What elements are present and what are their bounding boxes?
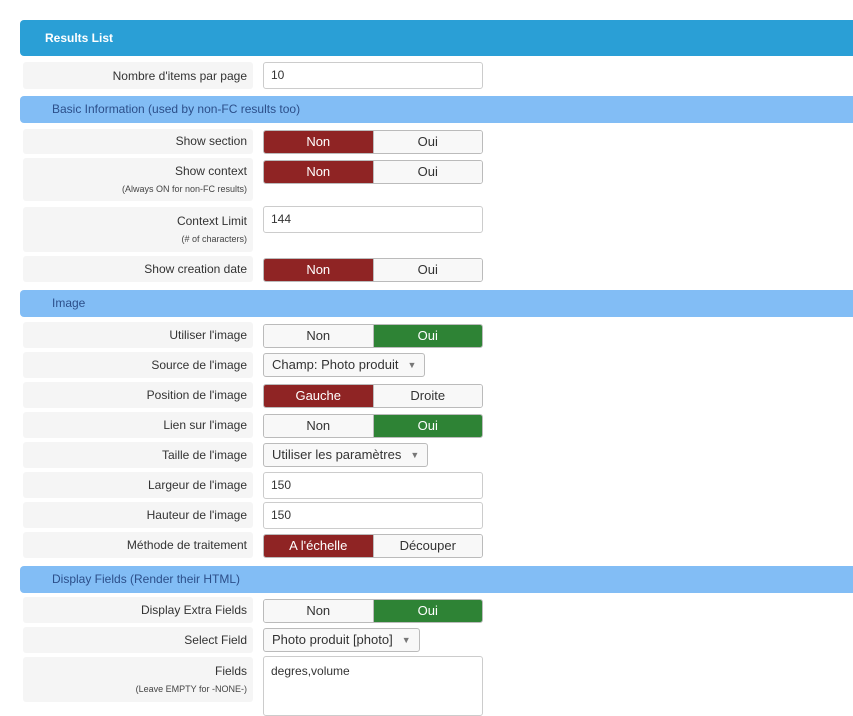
- show-context-label: Show context (Always ON for non-FC result…: [23, 158, 253, 201]
- results-list-header: Results List: [20, 20, 853, 56]
- context-limit-label: Context Limit (# of characters): [23, 207, 253, 252]
- show-context-toggle: Non Oui: [263, 160, 483, 184]
- select-field-value: Photo produit [photo]: [272, 632, 393, 647]
- display-extra-fields-label: Display Extra Fields: [23, 597, 253, 623]
- use-image-oui[interactable]: Oui: [372, 325, 482, 347]
- show-section-oui[interactable]: Oui: [372, 131, 482, 153]
- display-extra-fields-toggle: Non Oui: [263, 599, 483, 623]
- image-position-toggle: Gauche Droite: [263, 384, 483, 408]
- show-context-non[interactable]: Non: [264, 161, 373, 183]
- use-image-label: Utiliser l'image: [23, 322, 253, 348]
- show-section-label: Show section: [23, 129, 253, 154]
- show-creation-date-toggle: Non Oui: [263, 258, 483, 282]
- image-source-value: Champ: Photo produit: [272, 357, 399, 372]
- image-size-value: Utiliser les paramètres: [272, 447, 402, 462]
- show-context-oui[interactable]: Oui: [372, 161, 482, 183]
- items-per-page-input[interactable]: 10: [263, 62, 483, 89]
- chevron-down-icon: ▼: [410, 450, 420, 460]
- image-height-label: Hauteur de l'image: [23, 502, 253, 528]
- image-width-label: Largeur de l'image: [23, 472, 253, 498]
- image-link-toggle: Non Oui: [263, 414, 483, 438]
- chevron-down-icon: ▼: [401, 635, 411, 645]
- select-field-label: Select Field: [23, 627, 253, 653]
- image-section-header: Image: [20, 290, 853, 317]
- image-width-input[interactable]: 150: [263, 472, 483, 499]
- items-per-page-label: Nombre d'items par page: [23, 62, 253, 89]
- processing-method-label: Méthode de traitement: [23, 532, 253, 558]
- fields-label: Fields (Leave EMPTY for -NONE-): [23, 657, 253, 702]
- use-image-non[interactable]: Non: [264, 325, 373, 347]
- image-size-select[interactable]: Utiliser les paramètres ▼: [263, 443, 429, 467]
- chevron-down-icon: ▼: [407, 360, 417, 370]
- use-image-toggle: Non Oui: [263, 324, 483, 348]
- show-creation-date-non[interactable]: Non: [264, 259, 373, 281]
- image-source-select[interactable]: Champ: Photo produit ▼: [263, 353, 426, 377]
- processing-method-crop[interactable]: Découper: [372, 535, 482, 557]
- select-field-select[interactable]: Photo produit [photo] ▼: [263, 628, 420, 652]
- image-source-label: Source de l'image: [23, 352, 253, 378]
- image-position-label: Position de l'image: [23, 382, 253, 408]
- show-creation-date-label: Show creation date: [23, 256, 253, 282]
- show-section-non[interactable]: Non: [264, 131, 373, 153]
- image-size-label: Taille de l'image: [23, 442, 253, 468]
- fields-textarea[interactable]: degres,volume: [263, 656, 483, 716]
- image-link-non[interactable]: Non: [264, 415, 373, 437]
- image-position-droite[interactable]: Droite: [372, 385, 482, 407]
- display-extra-fields-non[interactable]: Non: [264, 600, 373, 622]
- show-section-toggle: Non Oui: [263, 130, 483, 154]
- image-link-oui[interactable]: Oui: [372, 415, 482, 437]
- image-position-gauche[interactable]: Gauche: [264, 385, 373, 407]
- processing-method-toggle: A l'échelle Découper: [263, 534, 483, 558]
- processing-method-scale[interactable]: A l'échelle: [264, 535, 373, 557]
- basic-info-section-header: Basic Information (used by non-FC result…: [20, 96, 853, 123]
- display-extra-fields-oui[interactable]: Oui: [372, 600, 482, 622]
- display-fields-section-header: Display Fields (Render their HTML): [20, 566, 853, 593]
- context-limit-input[interactable]: 144: [263, 206, 483, 233]
- image-link-label: Lien sur l'image: [23, 412, 253, 438]
- show-creation-date-oui[interactable]: Oui: [372, 259, 482, 281]
- image-height-input[interactable]: 150: [263, 502, 483, 529]
